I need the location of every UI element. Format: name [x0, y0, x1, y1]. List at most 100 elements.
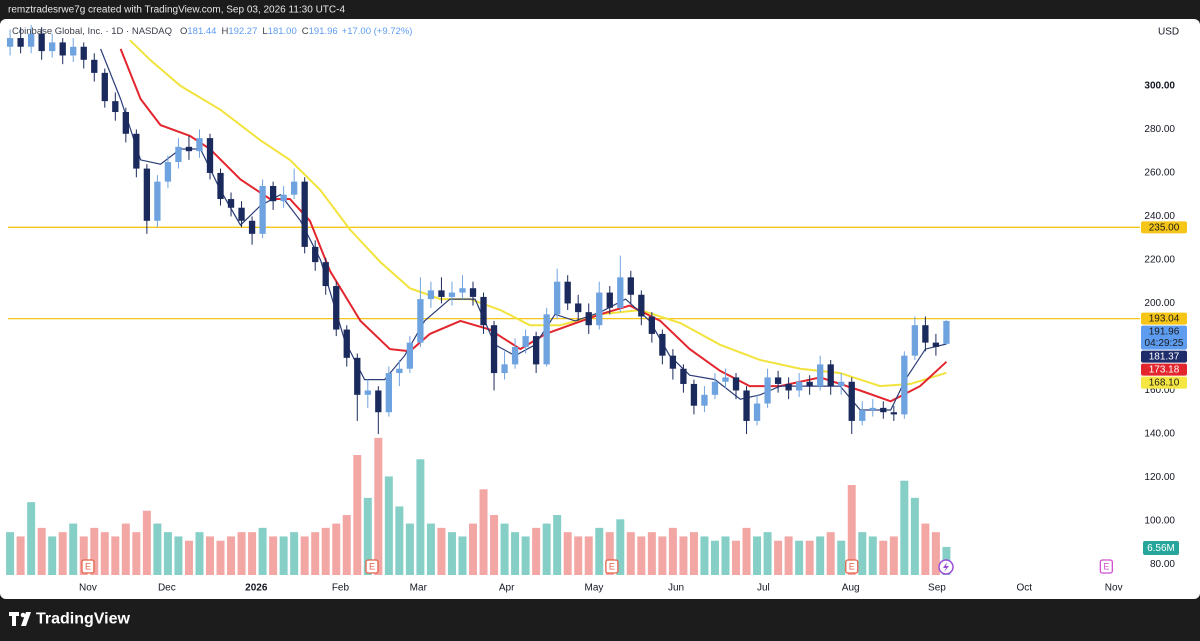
y-tick-label: 280.00 — [1144, 124, 1175, 135]
y-tick-label: 140.00 — [1144, 429, 1175, 440]
volume-bar — [542, 523, 551, 575]
candle-body — [511, 346, 519, 365]
volume-bar — [479, 489, 488, 575]
candle-body — [943, 320, 950, 344]
candle-body — [701, 394, 708, 406]
x-tick-label: Apr — [499, 583, 515, 594]
x-tick-label: Sep — [928, 583, 946, 594]
candle-body — [564, 281, 571, 304]
volume-bar — [16, 536, 25, 575]
volume-bar — [837, 540, 846, 575]
volume-bar — [689, 532, 698, 575]
candle-body — [669, 355, 677, 369]
candle-body — [438, 290, 445, 297]
volume-bar — [805, 540, 814, 575]
y-tick-label: 260.00 — [1144, 168, 1175, 179]
candle-body — [732, 377, 740, 391]
volume-bar — [469, 523, 478, 575]
price-badge — [1141, 312, 1187, 325]
candle-body — [785, 383, 792, 391]
candle-body — [38, 33, 45, 52]
candle-body — [859, 410, 866, 421]
candle-body — [711, 381, 719, 395]
volume-bar — [311, 532, 320, 575]
volume-bar — [511, 532, 520, 575]
candle-body — [291, 181, 298, 195]
price-badge-label: 173.18 — [1149, 365, 1180, 376]
price-badge-label: 235.00 — [1149, 222, 1180, 233]
volume-bar — [784, 536, 793, 575]
volume-bar — [521, 536, 530, 575]
volume-bar — [395, 506, 404, 575]
volume-bar — [584, 536, 593, 575]
volume-bar — [826, 532, 835, 575]
candle-body — [49, 42, 56, 52]
symbol-legend: Coinbase Global, Inc. · 1D · NASDAQ O181.… — [12, 26, 412, 37]
y-tick-label: 200.00 — [1144, 298, 1175, 309]
event-marker — [605, 559, 619, 574]
candle-body — [585, 312, 592, 326]
candle-body — [280, 194, 287, 202]
dividend-icon — [938, 559, 954, 575]
candle-body — [59, 42, 66, 56]
volume-bar — [700, 536, 709, 575]
volume-bar — [500, 523, 509, 575]
candle-body — [143, 168, 151, 221]
volume-bar — [279, 536, 288, 575]
volume-bar — [184, 540, 193, 575]
event-marker — [81, 559, 95, 574]
volume-bar — [374, 437, 383, 575]
footer-brand: TradingView — [36, 611, 131, 628]
price-badge — [1141, 350, 1187, 363]
price-badge — [1141, 221, 1187, 234]
candle-body — [817, 364, 824, 387]
ohlc-label: O — [180, 26, 187, 37]
x-tick-label: Oct — [1016, 583, 1032, 594]
volume-bar — [142, 510, 151, 575]
candle-body — [196, 138, 203, 152]
price-badge-label: 181.37 — [1149, 352, 1180, 363]
candle-body — [638, 294, 645, 317]
volume-bar — [384, 476, 393, 575]
volume-bar — [447, 532, 456, 575]
volume-bar — [710, 540, 719, 575]
candle-body — [312, 246, 319, 263]
candle-body — [385, 373, 392, 413]
y-tick-label: 80.00 — [1150, 559, 1175, 570]
price-badge-label: 168.10 — [1149, 378, 1180, 389]
x-tick-label: Mar — [410, 583, 428, 594]
volume-bar — [626, 532, 635, 575]
candle-body — [627, 277, 634, 295]
volume-bar — [37, 527, 46, 575]
volume-bar — [679, 536, 688, 575]
candle-body — [490, 325, 498, 374]
candle-body — [175, 146, 182, 163]
volume-bar — [237, 532, 246, 575]
candle-body — [648, 316, 656, 334]
y-tick-label: 300.00 — [1144, 81, 1175, 92]
volume-bar — [269, 536, 278, 575]
volume-bar — [205, 536, 214, 575]
event-label: E — [849, 561, 855, 571]
candle-body — [417, 299, 424, 343]
volume-bar — [79, 536, 88, 575]
ohlc-value: 191.96 — [309, 26, 338, 37]
volume-bar — [553, 515, 562, 575]
candle-body — [27, 33, 35, 47]
volume-bar — [195, 532, 204, 575]
candle-body — [659, 333, 666, 356]
ohlc-label: C — [302, 26, 309, 37]
candle-body — [248, 220, 256, 234]
volume-bar — [300, 536, 309, 575]
event-label: E — [369, 561, 375, 571]
candle-body — [880, 407, 887, 413]
volume-bar — [847, 485, 856, 575]
x-tick-label: 2026 — [245, 583, 268, 594]
ohlc-value: 181.44 — [187, 26, 216, 37]
price-badge-sublabel: 04:29:25 — [1145, 338, 1184, 349]
candle-body — [753, 403, 761, 421]
volume-badge — [1143, 541, 1179, 555]
volume-bar — [416, 459, 425, 575]
volume-bar — [889, 536, 898, 575]
